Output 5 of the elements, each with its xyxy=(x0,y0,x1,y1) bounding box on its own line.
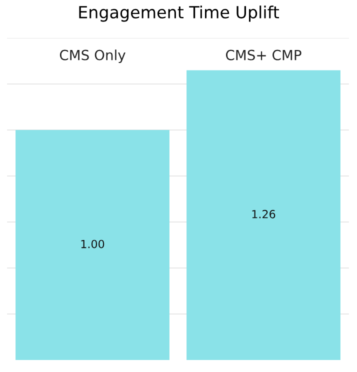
x-tick-label: CMS+ CMP xyxy=(226,50,302,60)
data-label: 1.00 xyxy=(81,240,104,248)
chart-title: Engagement Time Uplift xyxy=(79,6,280,22)
x-tick-label: CMS Only xyxy=(60,50,126,63)
data-label: 1.26 xyxy=(252,210,276,218)
